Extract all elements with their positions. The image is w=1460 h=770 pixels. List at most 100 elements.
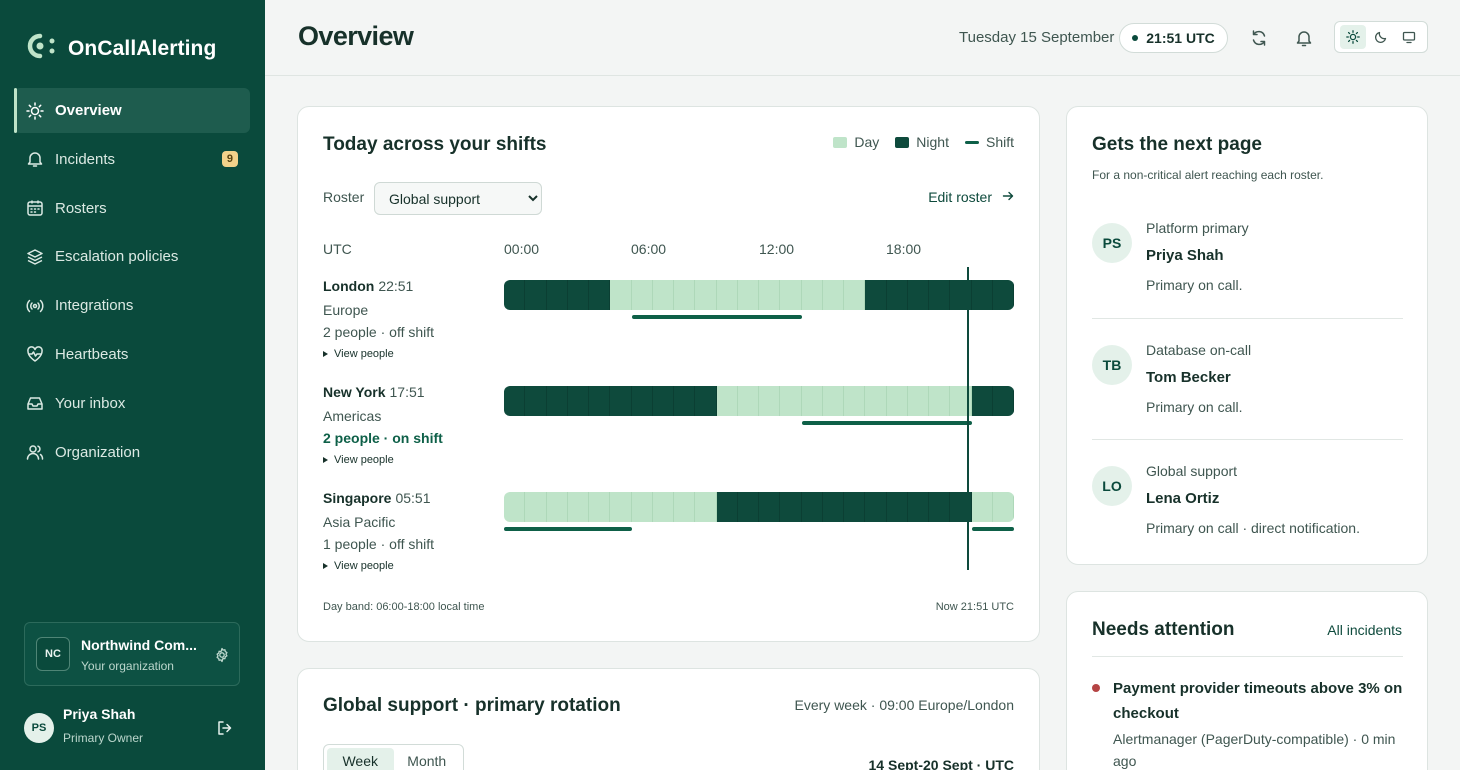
city-row-london: London 22:51 Europe 2 people · off shift …: [323, 278, 503, 360]
roster-name: Database on-call: [1146, 342, 1252, 358]
sidebar: OnCallAlerting Overview Incidents 9 Rost…: [0, 0, 265, 770]
avatar: PS: [24, 713, 54, 743]
day-hour-cell: [780, 386, 802, 416]
nav-item-organization[interactable]: Organization: [14, 430, 250, 475]
edit-roster-link[interactable]: Edit roster: [928, 189, 1014, 205]
logout-icon[interactable]: [216, 719, 234, 737]
night-hour-cell: [801, 492, 823, 522]
edit-roster-label: Edit roster: [928, 189, 992, 205]
roster-label: Roster: [323, 189, 365, 205]
day-hour-cell: [674, 280, 696, 310]
nav-label: Escalation policies: [55, 248, 179, 266]
main-nav: Overview Incidents 9 Rosters Escalation …: [14, 88, 250, 478]
day-hour-cell: [865, 386, 887, 416]
night-hour-cell: [589, 280, 611, 310]
layers-icon: [26, 248, 44, 266]
view-people-toggle[interactable]: View people: [323, 560, 503, 572]
night-hour-cell: [674, 386, 696, 416]
hour-label: 06:00: [631, 241, 667, 257]
day-hour-cell: [907, 386, 929, 416]
rotation-card: Global support · primary rotation Every …: [297, 668, 1040, 770]
city-status: 2 people · off shift: [323, 324, 435, 340]
brand[interactable]: OnCallAlerting: [26, 32, 216, 65]
night-hour-cell: [504, 280, 526, 310]
city-status: 2 people · on shift: [323, 430, 443, 446]
rotation-title: Global support · primary rotation: [323, 695, 621, 716]
page-title: Overview: [298, 21, 414, 51]
legend-shift-label: Shift: [985, 134, 1014, 150]
incident-title[interactable]: Payment provider timeouts above 3% on ch…: [1113, 680, 1403, 722]
person-name: Lena Ortiz: [1146, 490, 1220, 507]
bell-icon: [26, 150, 44, 168]
nav-item-integrations[interactable]: Integrations: [14, 283, 250, 328]
night-hour-cell: [525, 280, 547, 310]
day-hour-cell: [971, 492, 993, 522]
roster-name: Platform primary: [1146, 220, 1249, 236]
on-call-person[interactable]: LO Global support Lena Ortiz Primary on …: [1092, 463, 1403, 584]
night-hour-cell: [546, 386, 568, 416]
day-hour-cell: [844, 386, 866, 416]
now-note: Now 21:51 UTC: [935, 601, 1014, 613]
clock-time: 21:51 UTC: [1146, 30, 1215, 46]
nav-label: Integrations: [55, 297, 134, 315]
city-local-time: 17:51: [389, 384, 425, 400]
avatar: PS: [1092, 223, 1132, 263]
refresh-icon[interactable]: [1249, 28, 1269, 48]
heart-pulse-icon: [26, 345, 44, 363]
notifications-bell-icon[interactable]: [1294, 28, 1314, 48]
tab-month[interactable]: Month: [407, 753, 447, 769]
city-header: Singapore 05:51: [323, 490, 503, 508]
person-status: Primary on call.: [1146, 277, 1243, 293]
city-header: London 22:51: [323, 278, 503, 296]
day-hour-cell: [695, 492, 717, 522]
day-hour-cell: [716, 280, 738, 310]
city-row-new-york: New York 17:51 Americas 2 people · on shi…: [323, 384, 503, 466]
light-theme-sun-icon[interactable]: [1340, 25, 1366, 49]
city-row-singapore: Singapore 05:51 Asia Pacific 1 people · o…: [323, 490, 503, 572]
shifts-card-title: Today across your shifts: [323, 134, 547, 155]
night-hour-cell: [907, 492, 929, 522]
nav-item-heartbeats[interactable]: Heartbeats: [14, 332, 250, 377]
divider: [1092, 439, 1403, 440]
org-switcher[interactable]: NC Northwind Com... Your organization: [24, 622, 240, 686]
hour-label: 12:00: [759, 241, 795, 257]
tab-week[interactable]: Week: [327, 748, 394, 770]
nav-item-rosters[interactable]: Rosters: [14, 186, 250, 231]
day-hour-cell: [631, 280, 653, 310]
on-call-person[interactable]: PS Platform primary Priya Shah Primary o…: [1092, 220, 1403, 341]
dark-theme-moon-icon[interactable]: [1368, 25, 1394, 49]
day-hour-cell: [822, 386, 844, 416]
day-hour-cell: [822, 280, 844, 310]
nav-item-overview[interactable]: Overview: [14, 88, 250, 133]
night-hour-cell: [992, 386, 1014, 416]
timeline-london: [504, 280, 1014, 310]
on-call-person[interactable]: TB Database on-call Tom Becker Primary o…: [1092, 342, 1403, 463]
night-hour-cell: [546, 280, 568, 310]
legend-night: Night: [895, 134, 949, 150]
city-name: New York: [323, 384, 386, 400]
view-people-label: View people: [334, 560, 394, 572]
hour-label: 18:00: [886, 241, 922, 257]
legend-day-label: Day: [854, 134, 880, 150]
rotation-schedule: Every week · 09:00 Europe/London: [794, 697, 1014, 713]
theme-toggle: [1334, 21, 1428, 53]
view-people-toggle[interactable]: View people: [323, 348, 503, 360]
night-hour-cell: [525, 386, 547, 416]
timeline-singapore: [504, 492, 1014, 522]
nav-item-your-inbox[interactable]: Your inbox: [14, 381, 250, 426]
day-hour-cell: [631, 492, 653, 522]
nav-label: Your inbox: [55, 394, 126, 412]
day-hour-cell: [674, 492, 696, 522]
view-people-toggle[interactable]: View people: [323, 454, 503, 466]
current-user[interactable]: PS Priya Shah Primary Owner: [24, 704, 240, 750]
roster-select[interactable]: Global support: [374, 182, 542, 215]
nav-item-incidents[interactable]: Incidents 9: [14, 137, 250, 182]
system-theme-monitor-icon[interactable]: [1396, 25, 1422, 49]
gear-icon[interactable]: [214, 647, 230, 663]
night-hour-cell: [992, 280, 1014, 310]
day-hour-cell: [652, 492, 674, 522]
all-incidents-link[interactable]: All incidents: [1327, 622, 1402, 638]
nav-item-escalation-policies[interactable]: Escalation policies: [14, 234, 250, 279]
night-hour-cell: [950, 280, 972, 310]
shifts-card: Today across your shifts Day Night Shift…: [297, 106, 1040, 642]
